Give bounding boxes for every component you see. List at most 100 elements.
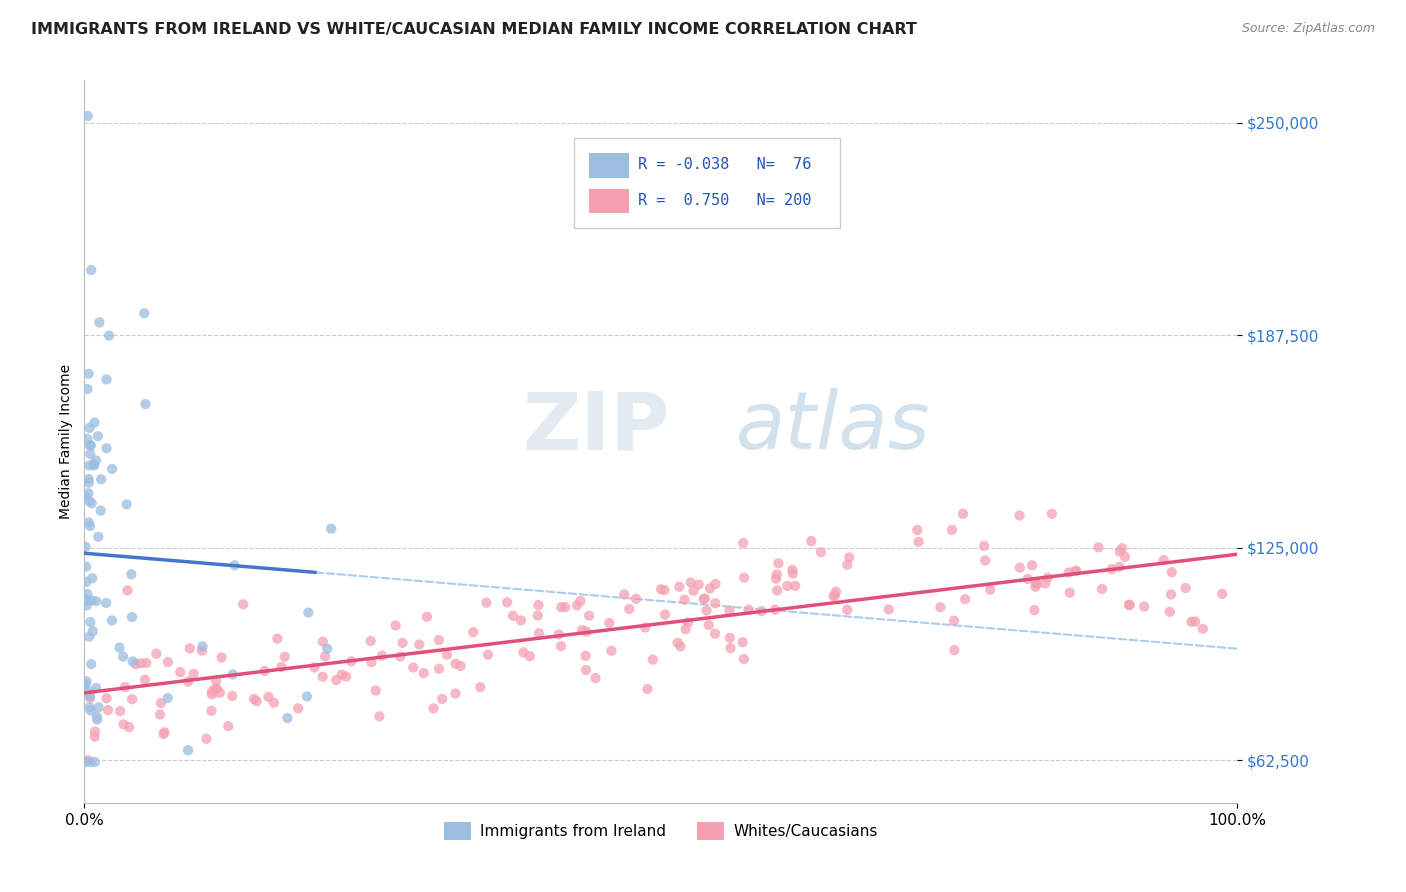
- Point: [389, 649, 412, 664]
- Point: [340, 654, 363, 668]
- Point: [800, 534, 823, 549]
- Point: [391, 636, 413, 650]
- Point: [90, 472, 112, 486]
- Point: [101, 614, 124, 628]
- Point: [765, 572, 787, 586]
- Point: [634, 621, 657, 635]
- Point: [578, 608, 600, 623]
- Point: [1064, 564, 1087, 578]
- Point: [907, 535, 929, 549]
- Point: [134, 673, 156, 687]
- Point: [330, 667, 353, 681]
- Point: [135, 656, 157, 670]
- Point: [75, 593, 97, 607]
- Point: [257, 690, 280, 704]
- Point: [101, 462, 124, 476]
- Point: [1184, 615, 1206, 629]
- Point: [1101, 562, 1123, 576]
- Point: [191, 643, 214, 657]
- Text: atlas: atlas: [735, 388, 931, 467]
- Point: [221, 689, 243, 703]
- Point: [77, 472, 100, 486]
- Point: [682, 583, 704, 598]
- Point: [450, 659, 472, 673]
- Point: [205, 673, 228, 688]
- Point: [96, 691, 118, 706]
- Point: [87, 530, 110, 544]
- Point: [837, 558, 859, 572]
- Point: [224, 558, 246, 573]
- Point: [314, 649, 336, 664]
- Point: [776, 579, 799, 593]
- Point: [222, 667, 245, 681]
- Point: [112, 649, 135, 664]
- Point: [598, 615, 620, 630]
- Point: [565, 599, 588, 613]
- Point: [673, 592, 696, 607]
- Point: [979, 582, 1001, 597]
- Point: [733, 536, 755, 550]
- Point: [1024, 603, 1046, 617]
- Point: [297, 606, 319, 620]
- Point: [114, 680, 136, 694]
- FancyBboxPatch shape: [589, 188, 628, 213]
- Point: [837, 603, 859, 617]
- Point: [384, 618, 406, 632]
- Point: [585, 671, 607, 685]
- Point: [1059, 585, 1081, 599]
- Point: [191, 640, 214, 654]
- Point: [510, 613, 533, 627]
- Point: [205, 681, 228, 696]
- Point: [953, 592, 976, 607]
- Point: [134, 397, 156, 411]
- Point: [575, 663, 598, 677]
- Point: [83, 458, 105, 473]
- Point: [312, 634, 335, 648]
- Point: [704, 577, 727, 591]
- Point: [571, 623, 593, 637]
- Point: [1160, 565, 1182, 579]
- Point: [80, 704, 103, 718]
- Point: [430, 692, 453, 706]
- Point: [156, 655, 179, 669]
- FancyBboxPatch shape: [589, 153, 628, 178]
- Point: [266, 632, 288, 646]
- Point: [1118, 598, 1140, 612]
- Point: [368, 709, 391, 723]
- Point: [115, 497, 138, 511]
- Point: [688, 577, 710, 591]
- Point: [1118, 598, 1140, 612]
- Point: [177, 743, 200, 757]
- Point: [470, 680, 492, 694]
- Point: [496, 595, 519, 609]
- Point: [75, 755, 97, 769]
- Point: [823, 589, 845, 603]
- Point: [1108, 544, 1130, 558]
- Point: [810, 545, 832, 559]
- Point: [737, 603, 759, 617]
- Point: [1024, 580, 1046, 594]
- Point: [1180, 615, 1202, 629]
- Point: [195, 731, 218, 746]
- Point: [941, 523, 963, 537]
- Point: [782, 566, 804, 581]
- Point: [838, 550, 860, 565]
- Point: [76, 382, 98, 396]
- Point: [112, 717, 135, 731]
- Point: [76, 432, 98, 446]
- Point: [973, 539, 995, 553]
- Point: [120, 567, 142, 582]
- Point: [785, 579, 807, 593]
- Point: [1159, 605, 1181, 619]
- Point: [1191, 622, 1213, 636]
- Point: [766, 583, 789, 598]
- Point: [79, 690, 101, 705]
- Point: [1153, 553, 1175, 567]
- Point: [96, 372, 118, 386]
- Point: [77, 516, 100, 530]
- Point: [477, 648, 499, 662]
- Point: [550, 600, 572, 615]
- Point: [1174, 581, 1197, 595]
- Point: [201, 684, 224, 698]
- Point: [76, 753, 98, 767]
